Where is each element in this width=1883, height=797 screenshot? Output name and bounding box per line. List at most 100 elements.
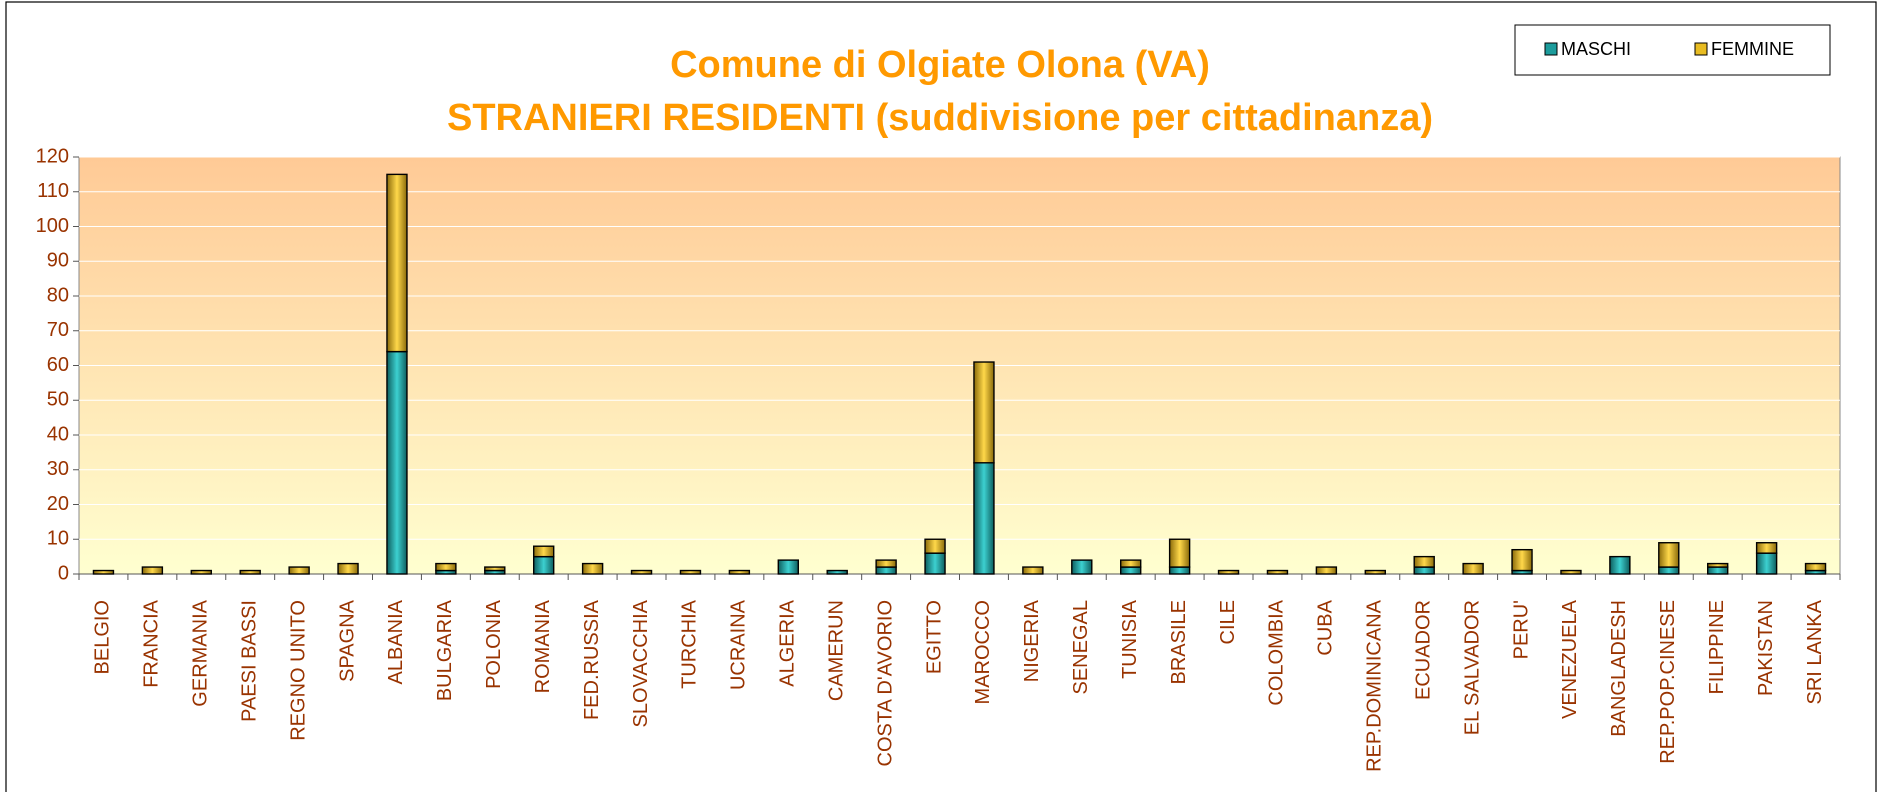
bar-segment	[435, 562, 457, 572]
bar-segment	[973, 462, 995, 575]
x-tick-label: CUBA	[1315, 599, 1337, 655]
bar-segment	[1462, 562, 1484, 575]
bar-segment	[141, 566, 164, 575]
y-tick-label: 70	[47, 319, 69, 341]
x-tick-label: FILIPPINE	[1706, 600, 1728, 694]
y-tick-label: 90	[47, 250, 69, 272]
bar-segment	[190, 569, 212, 575]
y-tick-label: 40	[47, 423, 69, 445]
x-tick-label: SENEGAL	[1070, 600, 1092, 694]
x-tick-label: GERMANIA	[190, 599, 212, 706]
bar-segment	[728, 569, 751, 575]
bar-segment	[973, 361, 995, 464]
bar-segment	[1755, 542, 1778, 554]
chart-subtitle: STRANIERI RESIDENTI (suddivisione per ci…	[447, 97, 1433, 139]
x-tick-label: CAMERUN	[825, 600, 847, 701]
x-tick-label: COLOMBIA	[1266, 599, 1288, 705]
x-tick-label: REGNO UNITO	[287, 600, 309, 741]
x-tick-label: REP.DOMINICANA	[1364, 599, 1386, 772]
x-tick-label: ALBANIA	[385, 599, 407, 684]
bar-segment	[1315, 566, 1338, 575]
bar-segment	[337, 562, 359, 575]
bar-segment	[777, 559, 799, 575]
y-tick-label: 120	[36, 145, 69, 167]
bar-segment	[679, 569, 702, 575]
x-tick-label: VENEZUELA	[1559, 599, 1581, 719]
x-tick-label: ECUADOR	[1412, 600, 1434, 700]
y-tick-label: 60	[47, 354, 69, 376]
legend-label: FEMMINE	[1711, 39, 1794, 59]
bar-segment	[533, 545, 555, 558]
bar-segment	[386, 173, 408, 353]
bar-segment	[1168, 566, 1191, 575]
legend-swatch	[1694, 42, 1708, 56]
bar-segment	[1217, 569, 1240, 575]
bar-segment	[1413, 555, 1435, 568]
bar-segment	[386, 350, 408, 575]
bar-segment	[1658, 542, 1680, 568]
bar-segment	[826, 569, 848, 575]
bar-segment	[1022, 566, 1044, 575]
bar-segment	[1658, 566, 1680, 575]
x-tick-label: EGITTO	[923, 600, 945, 674]
bar-segment	[1413, 566, 1435, 575]
x-tick-label: SLOVACCHIA	[630, 599, 652, 727]
y-tick-label: 80	[47, 284, 69, 306]
bar-segment	[875, 566, 897, 575]
bar-segment	[1364, 569, 1386, 575]
x-tick-label: ROMANIA	[532, 599, 554, 693]
bar-segment	[1707, 562, 1729, 568]
x-tick-label: CILE	[1217, 600, 1239, 644]
x-tick-label: FED.RUSSIA	[581, 599, 603, 720]
x-tick-label: SRI LANKA	[1804, 599, 1826, 704]
x-tick-label: SPAGNA	[336, 599, 358, 682]
bar-segment	[1560, 569, 1582, 575]
x-tick-label: EL SALVADOR	[1461, 600, 1483, 735]
y-tick-label: 110	[37, 180, 69, 202]
legend	[1514, 24, 1831, 76]
bar-segment	[1804, 562, 1827, 572]
bar-segment	[924, 538, 946, 554]
x-tick-label: PERU'	[1510, 600, 1532, 659]
bar-segment	[1120, 559, 1142, 568]
frame	[5, 1, 1877, 797]
x-tick-label: BELGIO	[92, 600, 114, 674]
bar-segment	[1168, 538, 1191, 568]
bar-segment	[581, 562, 604, 575]
bar-segment	[484, 566, 506, 572]
y-tick-label: 0	[58, 562, 69, 584]
x-tick-label: BRASILE	[1168, 600, 1190, 684]
bar-segment	[239, 569, 261, 575]
y-tick-label: 20	[47, 493, 69, 515]
bar-segment	[1071, 559, 1093, 575]
bar-segment	[288, 566, 310, 575]
chart-title: Comune di Olgiate Olona (VA)	[670, 44, 1210, 86]
bar-segment	[533, 555, 555, 575]
bar-segment	[1755, 552, 1778, 575]
bar-segment	[875, 559, 897, 568]
x-tick-label: NIGERIA	[1021, 599, 1043, 682]
x-tick-label: ALGERIA	[777, 599, 799, 686]
x-tick-label: TUNISIA	[1119, 599, 1141, 679]
x-tick-label: BANGLADESH	[1608, 600, 1630, 737]
x-tick-label: REP.POP.CINESE	[1657, 600, 1679, 764]
x-tick-label: COSTA D'AVORIO	[874, 600, 896, 766]
y-tick-label: 10	[47, 528, 69, 550]
bar-segment	[1120, 566, 1142, 575]
x-tick-label: PAKISTAN	[1755, 600, 1777, 696]
x-tick-label: UCRAINA	[728, 599, 750, 690]
legend-label: MASCHI	[1561, 39, 1631, 59]
y-tick-label: 50	[47, 389, 69, 411]
bar-segment	[1609, 555, 1631, 575]
legend-swatch	[1544, 42, 1558, 56]
y-tick-label: 100	[36, 215, 69, 237]
bar-segment	[92, 569, 115, 575]
x-tick-label: MAROCCO	[972, 600, 994, 704]
bar-segment	[1707, 566, 1729, 575]
x-tick-label: PAESI BASSI	[238, 600, 260, 722]
y-tick-label: 30	[47, 458, 69, 480]
bar-segment	[1511, 548, 1533, 572]
x-tick-label: FRANCIA	[141, 599, 163, 687]
x-tick-label: TURCHIA	[679, 599, 701, 689]
